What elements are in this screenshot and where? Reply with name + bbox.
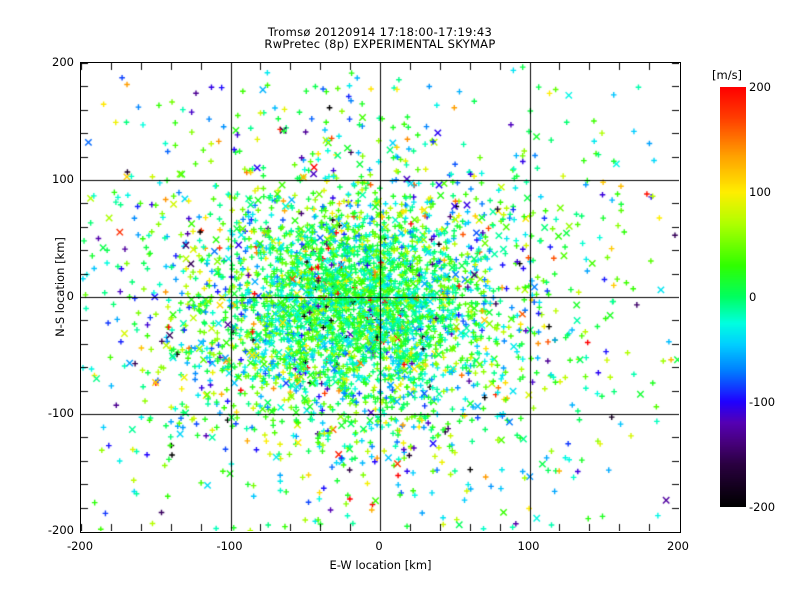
y-tick-label: 0 <box>66 289 74 303</box>
colorbar-units-label: [m/s] <box>712 68 743 82</box>
colorbar-tick-label: -100 <box>749 395 776 409</box>
colorbar-tick-label: 200 <box>749 80 771 94</box>
x-tick-label: -100 <box>216 539 243 553</box>
colorbar-gradient <box>720 87 746 507</box>
title-line-1: Tromsø 20120914 17:18:00-17:19:43 <box>267 25 493 39</box>
colorbar <box>720 87 746 507</box>
colorbar-tick-label: 0 <box>749 290 757 304</box>
y-tick-label: 200 <box>52 55 74 69</box>
title-line-2: RwPretec (8p) EXPERIMENTAL SKYMAP <box>264 37 496 51</box>
y-tick-label: 100 <box>52 172 74 186</box>
x-tick-label: 100 <box>517 539 540 553</box>
y-tick-label: -200 <box>47 523 74 537</box>
scatter-data-layer <box>81 63 679 531</box>
x-tick-label: -200 <box>66 539 94 553</box>
x-tick-label: 200 <box>667 539 689 553</box>
figure-title: Tromsø 20120914 17:18:00-17:19:43 RwPret… <box>0 26 760 50</box>
y-axis-title: N-S location [km] <box>53 237 67 337</box>
colorbar-tick-label: 100 <box>749 185 771 199</box>
x-axis-title: E-W location [km] <box>329 558 432 572</box>
plot-area <box>80 62 681 533</box>
colorbar-tick-label: -200 <box>749 500 776 514</box>
x-tick-label: 0 <box>375 539 383 553</box>
y-tick-label: -100 <box>47 406 74 420</box>
